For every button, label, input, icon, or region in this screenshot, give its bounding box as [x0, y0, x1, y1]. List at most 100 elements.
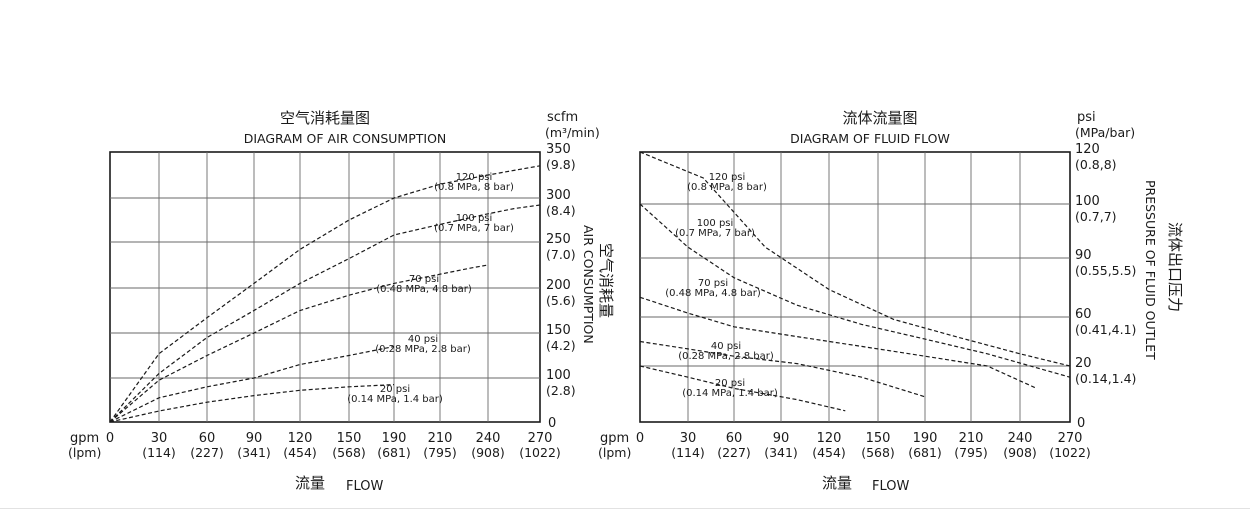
y-axis-title-cn: 流体出口压力	[1166, 222, 1184, 312]
y-tick-label-alt: (0.8,8)	[1075, 157, 1117, 172]
series-label-alt: (0.7 MPa, 7 bar)	[675, 228, 755, 239]
series-label-alt: (0.14 MPa, 1.4 bar)	[682, 388, 778, 399]
y-axis-title: AIR CONSUMPTION	[581, 225, 596, 344]
y-tick-label-alt: (0.7,7)	[1075, 209, 1117, 224]
fluid-flow-chart: 流体流量图 DIAGRAM OF FLUID FLOW psi (MPa/bar…	[598, 109, 1184, 494]
x-tick-label: 0	[106, 431, 114, 446]
series-label: 70 psi	[409, 274, 439, 285]
series-line	[109, 345, 395, 423]
y-tick-label: 0	[548, 416, 556, 431]
x-axis-title-cn: 流量	[822, 474, 852, 492]
y-tick-label: 300	[546, 188, 571, 203]
x-tick-label-alt: (568)	[332, 445, 366, 460]
y-tick-label: 350	[546, 142, 571, 157]
x-tick-label-alt: (1022)	[1049, 445, 1091, 460]
x-tick-label-alt: (454)	[283, 445, 317, 460]
y-tick-label: 0	[1077, 416, 1085, 431]
x-tick-label-alt: (114)	[142, 445, 176, 460]
chart-title: DIAGRAM OF FLUID FLOW	[790, 131, 950, 146]
x-tick-label: 240	[1008, 431, 1033, 446]
series-line	[639, 296, 1037, 389]
series-label-alt: (0.28 MPa, 2.8 bar)	[678, 351, 774, 362]
series-label-alt: (0.8 MPa, 8 bar)	[687, 182, 767, 193]
y-axis-title: PRESSURE OF FLUID OUTLET	[1143, 180, 1158, 360]
x-tick-label: 120	[288, 431, 313, 446]
x-tick-label: 90	[773, 431, 790, 446]
y-tick-label: 150	[546, 323, 571, 338]
y-unit-label: scfm	[547, 110, 578, 125]
y-unit-label-alt: (MPa/bar)	[1075, 125, 1135, 140]
x-unit-label: gpm	[70, 431, 99, 446]
series-label: 20 psi	[715, 378, 745, 389]
series-label: 120 psi	[709, 172, 746, 183]
series-line	[109, 165, 541, 423]
air-consumption-chart: 空气消耗量图 DIAGRAM OF AIR CONSUMPTION scfm (…	[68, 109, 615, 494]
x-tick-label-alt: (454)	[812, 445, 846, 460]
series-line	[639, 151, 1071, 367]
x-tick-label-alt: (795)	[423, 445, 457, 460]
series-line	[109, 384, 395, 423]
x-tick-label: 210	[428, 431, 453, 446]
series-label: 100 psi	[697, 218, 734, 229]
series-line	[639, 365, 846, 412]
y-tick-label: 120	[1075, 142, 1100, 157]
x-tick-label: 30	[151, 431, 168, 446]
y-tick-label: 200	[546, 278, 571, 293]
y-tick-label-alt: (9.8)	[546, 157, 576, 172]
y-tick-label-alt: (4.2)	[546, 338, 576, 353]
chart-title-cn: 流体流量图	[842, 109, 917, 127]
y-tick-label: 60	[1075, 307, 1092, 322]
series-line	[639, 340, 926, 398]
y-tick-label: 20	[1075, 356, 1092, 371]
y-tick-label: 250	[546, 232, 571, 247]
x-tick-label: 120	[817, 431, 842, 446]
series-label: 40 psi	[408, 334, 438, 345]
x-tick-label-alt: (227)	[717, 445, 751, 460]
x-tick-label-alt: (908)	[1003, 445, 1037, 460]
series-label: 100 psi	[456, 213, 493, 224]
x-unit-label-alt: (lpm)	[598, 445, 631, 460]
x-tick-label: 60	[199, 431, 216, 446]
plot-frame	[639, 151, 1071, 423]
x-axis-title: FLOW	[872, 479, 909, 494]
series-label-alt: (0.8 MPa, 8 bar)	[434, 182, 514, 193]
x-tick-label: 150	[866, 431, 891, 446]
x-tick-label: 190	[913, 431, 938, 446]
x-tick-label-alt: (568)	[861, 445, 895, 460]
x-tick-label: 90	[246, 431, 263, 446]
series-line	[109, 204, 541, 423]
y-axis-title-cn: 空气消耗量	[597, 243, 615, 318]
y-tick-label-alt: (7.0)	[546, 247, 576, 262]
y-unit-label-alt: (m³/min)	[545, 125, 600, 140]
chart-title: DIAGRAM OF AIR CONSUMPTION	[244, 131, 447, 146]
x-tick-label: 240	[476, 431, 501, 446]
y-tick-label-alt: (0.14,1.4)	[1075, 371, 1136, 386]
x-unit-label: gpm	[600, 431, 629, 446]
x-tick-label: 30	[680, 431, 697, 446]
series-label: 120 psi	[456, 172, 493, 183]
series-label: 20 psi	[380, 384, 410, 395]
x-tick-label-alt: (681)	[377, 445, 411, 460]
bottom-divider	[0, 508, 1250, 509]
x-tick-label: 270	[528, 431, 553, 446]
x-tick-label-alt: (341)	[237, 445, 271, 460]
series-label-alt: (0.14 MPa, 1.4 bar)	[347, 394, 443, 405]
series-label: 40 psi	[711, 341, 741, 352]
x-tick-label: 270	[1058, 431, 1083, 446]
x-tick-label-alt: (1022)	[519, 445, 561, 460]
x-unit-label-alt: (lpm)	[68, 445, 101, 460]
y-tick-label-alt: (0.55,5.5)	[1075, 263, 1136, 278]
x-tick-label: 190	[382, 431, 407, 446]
series-label-alt: (0.48 MPa, 4.8 bar)	[376, 284, 472, 295]
y-tick-label: 90	[1075, 248, 1092, 263]
x-tick-label-alt: (114)	[671, 445, 705, 460]
y-unit-label: psi	[1077, 110, 1096, 125]
plot-frame	[109, 151, 541, 423]
y-tick-label: 100	[1075, 194, 1100, 209]
x-tick-label: 60	[726, 431, 743, 446]
x-tick-label: 0	[636, 431, 644, 446]
x-tick-label-alt: (227)	[190, 445, 224, 460]
y-tick-label-alt: (8.4)	[546, 203, 576, 218]
series-label-alt: (0.7 MPa, 7 bar)	[434, 223, 514, 234]
